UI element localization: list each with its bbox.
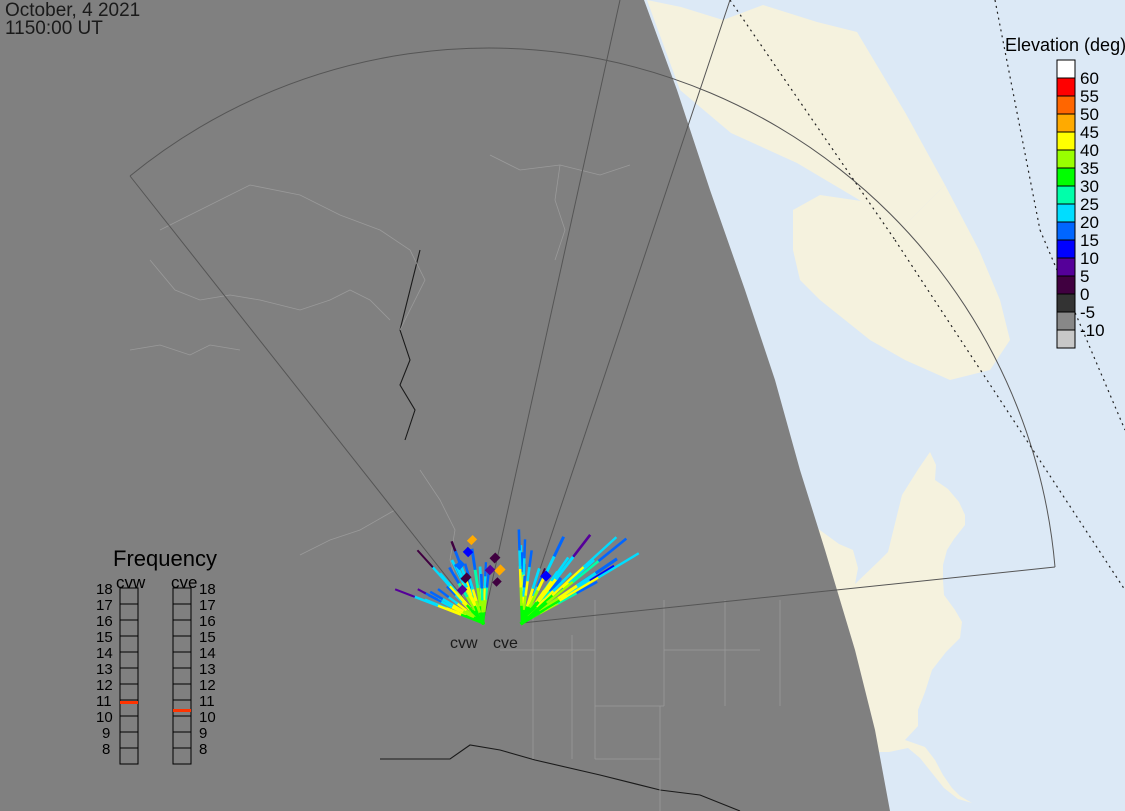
svg-text:11: 11: [199, 693, 215, 710]
svg-text:40: 40: [1080, 141, 1099, 160]
svg-text:8: 8: [102, 741, 110, 758]
svg-text:0: 0: [1080, 285, 1089, 304]
svg-text:18: 18: [199, 581, 216, 598]
svg-text:cve: cve: [171, 573, 197, 592]
svg-text:45: 45: [1080, 123, 1099, 142]
svg-text:14: 14: [96, 645, 113, 662]
svg-text:15: 15: [96, 629, 113, 646]
svg-text:11: 11: [96, 693, 112, 710]
svg-text:10: 10: [96, 709, 113, 726]
svg-text:Elevation (deg): Elevation (deg): [1005, 35, 1125, 55]
svg-text:1150:00 UT: 1150:00 UT: [5, 18, 103, 39]
svg-text:16: 16: [96, 613, 113, 630]
svg-text:18: 18: [96, 581, 113, 598]
svg-text:17: 17: [199, 597, 216, 614]
svg-text:9: 9: [102, 725, 110, 742]
svg-text:cvw: cvw: [450, 635, 478, 652]
svg-text:9: 9: [199, 725, 207, 742]
svg-text:30: 30: [1080, 177, 1099, 196]
svg-text:60: 60: [1080, 69, 1099, 88]
svg-text:50: 50: [1080, 105, 1099, 124]
svg-text:-10: -10: [1080, 321, 1105, 340]
svg-text:12: 12: [96, 677, 113, 694]
svg-text:10: 10: [199, 709, 216, 726]
svg-text:20: 20: [1080, 213, 1099, 232]
svg-text:15: 15: [1080, 231, 1099, 250]
svg-text:5: 5: [1080, 267, 1089, 286]
svg-text:25: 25: [1080, 195, 1099, 214]
svg-text:17: 17: [96, 597, 113, 614]
svg-text:14: 14: [199, 645, 216, 662]
svg-text:15: 15: [199, 629, 216, 646]
svg-text:10: 10: [1080, 249, 1099, 268]
svg-text:13: 13: [199, 661, 216, 678]
svg-text:13: 13: [96, 661, 113, 678]
svg-text:cve: cve: [493, 635, 518, 652]
svg-text:16: 16: [199, 613, 216, 630]
svg-text:12: 12: [199, 677, 216, 694]
svg-text:55: 55: [1080, 87, 1099, 106]
svg-text:Frequency: Frequency: [113, 546, 217, 571]
svg-text:8: 8: [199, 741, 207, 758]
svg-text:35: 35: [1080, 159, 1099, 178]
svg-text:-5: -5: [1080, 303, 1095, 322]
